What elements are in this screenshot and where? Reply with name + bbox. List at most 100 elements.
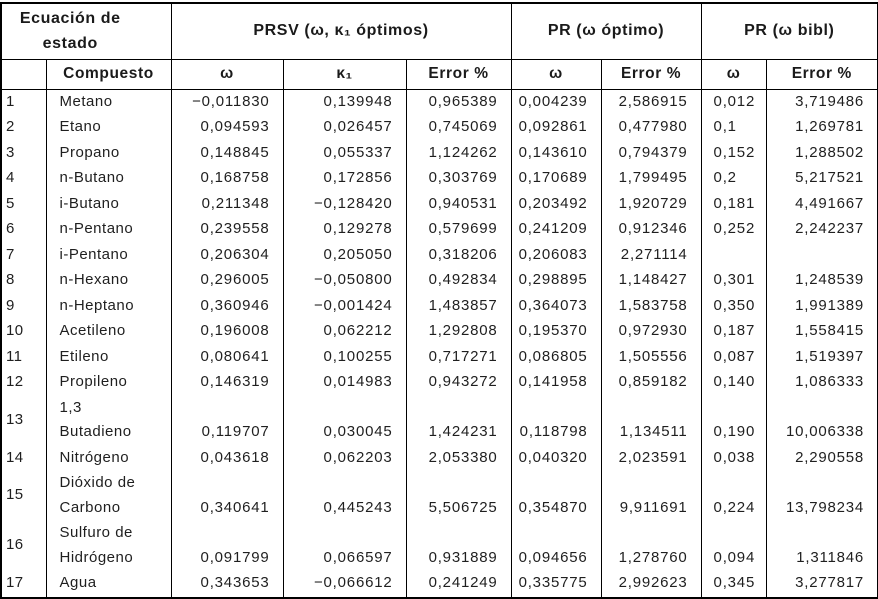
value-cell: 0,335775 xyxy=(510,571,602,598)
value-cell: 0,1 xyxy=(700,115,767,141)
value-cell: 2,023591 xyxy=(600,445,702,471)
value-cell: 0,794379 xyxy=(600,140,702,166)
value-cell: 0,119707 xyxy=(170,395,284,446)
compound-cell: Agua xyxy=(45,571,172,598)
value-cell: 2,271114 xyxy=(600,242,702,268)
value-cell: 1,920729 xyxy=(600,191,702,217)
column-header-compuesto: Compuesto xyxy=(45,58,172,90)
header-group-ecuacion-de-estado: Ecuación de estado xyxy=(0,2,172,60)
value-cell: 0,091799 xyxy=(170,521,284,571)
value-cell: 0,940531 xyxy=(405,191,512,217)
value-cell: 5,506725 xyxy=(405,471,512,521)
value-cell: 0,087 xyxy=(700,344,767,370)
value-cell: 0,859182 xyxy=(600,370,702,396)
value-cell: 0,298895 xyxy=(510,268,602,294)
column-header-error-pr-optimo: Error % xyxy=(600,58,702,90)
value-cell: 1,269781 xyxy=(765,115,878,141)
value-cell: 0,196008 xyxy=(170,319,284,345)
header-group-pr-omega-optimo: PR (ω óptimo) xyxy=(510,2,702,60)
value-cell: 0,205050 xyxy=(282,242,407,268)
value-cell: 0,343653 xyxy=(170,571,284,598)
value-cell: 1,799495 xyxy=(600,166,702,192)
value-cell: 1,292808 xyxy=(405,319,512,345)
value-cell: 0,717271 xyxy=(405,344,512,370)
column-header-error-prsv: Error % xyxy=(405,58,512,90)
value-cell: 5,217521 xyxy=(765,166,878,192)
value-cell: 1,424231 xyxy=(405,395,512,446)
table-row: 11 Etileno 0,080641 0,100255 0,717271 0,08680… xyxy=(0,344,878,370)
compound-cell: Acetileno xyxy=(45,319,172,345)
table-row: 10 Acetileno 0,196008 0,062212 1,292808 0,195… xyxy=(0,319,878,345)
value-cell: 0,146319 xyxy=(170,370,284,396)
value-cell: 0,141958 xyxy=(510,370,602,396)
row-number-cell: 2 xyxy=(0,115,47,141)
value-cell: −0,050800 xyxy=(282,268,407,294)
value-cell: 1,278760 xyxy=(600,521,702,571)
value-cell: 0,152 xyxy=(700,140,767,166)
compound-cell: n-Butano xyxy=(45,166,172,192)
table-row: 5 i-Butano 0,211348 −0,128420 0,940531 0,2034… xyxy=(0,191,878,217)
value-cell: 2,053380 xyxy=(405,445,512,471)
compound-cell: 1,3 Butadieno xyxy=(45,395,172,446)
row-number-cell: 5 xyxy=(0,191,47,217)
table-row: 4 n-Butano 0,168758 0,172856 0,303769 0,17068… xyxy=(0,166,878,192)
row-number-cell: 4 xyxy=(0,166,47,192)
value-cell: 1,248539 xyxy=(765,268,878,294)
row-number-cell: 12 xyxy=(0,370,47,396)
row-number-cell: 13 xyxy=(0,395,47,446)
value-cell: 0,972930 xyxy=(600,319,702,345)
value-cell: 0,086805 xyxy=(510,344,602,370)
value-cell: 2,242237 xyxy=(765,217,878,243)
value-cell: 0,092861 xyxy=(510,115,602,141)
value-cell: 2,290558 xyxy=(765,445,878,471)
value-cell: 0,350 xyxy=(700,293,767,319)
compound-cell: Sulfuro de Hidrógeno xyxy=(45,521,172,571)
value-cell: 0,094 xyxy=(700,521,767,571)
value-cell: 0,012 xyxy=(700,89,767,115)
value-cell: 2,586915 xyxy=(600,89,702,115)
table-row: 9 n-Heptano 0,360946 −0,001424 1,483857 0,364… xyxy=(0,293,878,319)
row-number-cell: 1 xyxy=(0,89,47,115)
value-cell: 0,094656 xyxy=(510,521,602,571)
value-cell: 0,094593 xyxy=(170,115,284,141)
value-cell: 0,445243 xyxy=(282,471,407,521)
column-header-kappa1: κ₁ xyxy=(282,58,407,90)
value-cell: 0,252 xyxy=(700,217,767,243)
row-number-cell: 3 xyxy=(0,140,47,166)
value-cell: −0,128420 xyxy=(282,191,407,217)
value-cell: 0,030045 xyxy=(282,395,407,446)
value-cell: 0,301 xyxy=(700,268,767,294)
value-cell: 1,311846 xyxy=(765,521,878,571)
value-cell: 0,241209 xyxy=(510,217,602,243)
compound-cell: Nitrógeno xyxy=(45,445,172,471)
column-header-omega-prsv: ω xyxy=(170,58,284,90)
table-body: 1 Metano −0,011830 0,139948 0,965389 0,004239… xyxy=(0,89,878,598)
row-number-cell: 15 xyxy=(0,471,47,521)
value-cell: 1,505556 xyxy=(600,344,702,370)
table-row: 15 Dióxido de Carbono 0,340641 0,445243 5,50… xyxy=(0,471,878,521)
value-cell: 1,086333 xyxy=(765,370,878,396)
value-cell: 1,558415 xyxy=(765,319,878,345)
value-cell: 0,206083 xyxy=(510,242,602,268)
compound-cell: n-Heptano xyxy=(45,293,172,319)
column-header-omega-pr-optimo: ω xyxy=(510,58,602,90)
value-cell: 0,195370 xyxy=(510,319,602,345)
value-cell: 9,911691 xyxy=(600,471,702,521)
table-row: 17 Agua 0,343653 −0,066612 0,241249 0,335775 2… xyxy=(0,571,878,598)
value-cell: 0,340641 xyxy=(170,471,284,521)
row-number-cell: 16 xyxy=(0,521,47,571)
compound-cell: Dióxido de Carbono xyxy=(45,471,172,521)
value-cell: 0,965389 xyxy=(405,89,512,115)
value-cell: 0,038 xyxy=(700,445,767,471)
value-cell: 0,143610 xyxy=(510,140,602,166)
value-cell: 0,492834 xyxy=(405,268,512,294)
value-cell: 0,129278 xyxy=(282,217,407,243)
value-cell: 0,140 xyxy=(700,370,767,396)
table-row: 14 Nitrógeno 0,043618 0,062203 2,053380 0,040… xyxy=(0,445,878,471)
value-cell: 0,026457 xyxy=(282,115,407,141)
value-cell: 0,043618 xyxy=(170,445,284,471)
compound-cell: Etano xyxy=(45,115,172,141)
value-cell: −0,001424 xyxy=(282,293,407,319)
value-cell: 0,354870 xyxy=(510,471,602,521)
